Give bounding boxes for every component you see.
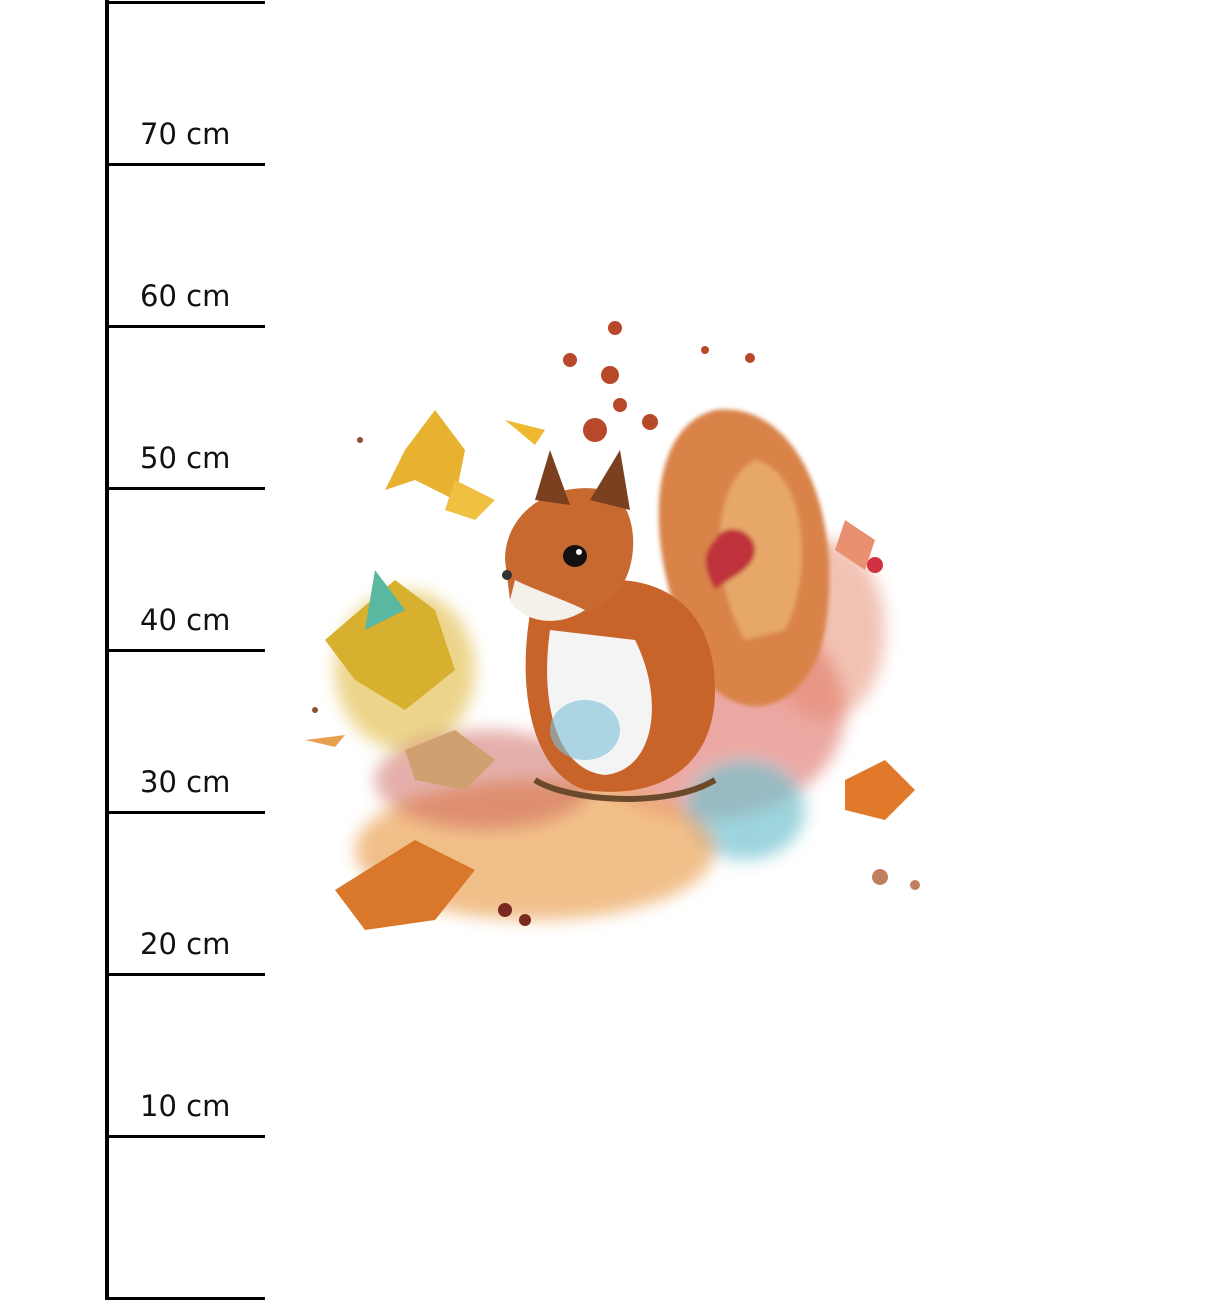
ruler-label: 10 cm (140, 1089, 231, 1123)
ruler-label: 20 cm (140, 927, 231, 961)
ruler-label: 70 cm (140, 117, 231, 151)
ruler-tick (105, 973, 265, 976)
squirrel (502, 450, 717, 802)
ruler-tick (105, 1297, 265, 1300)
ruler-label: 30 cm (140, 765, 231, 799)
measuring-ruler: 70 cm 60 cm 50 cm 40 cm 30 cm 20 cm 10 cm (0, 0, 280, 1300)
leaves (305, 410, 915, 930)
ruler-tick (105, 163, 265, 166)
ruler-tick (105, 1135, 265, 1138)
ruler-label: 50 cm (140, 441, 231, 475)
ruler-tick (105, 487, 265, 490)
ruler-tick (105, 649, 265, 652)
ruler-tick (105, 325, 265, 328)
squirrel-illustration (305, 321, 920, 930)
ruler-tick (105, 811, 265, 814)
ruler-tick (105, 1, 265, 4)
ruler-label: 60 cm (140, 279, 231, 313)
paint-splatters (312, 321, 920, 926)
ruler-label: 40 cm (140, 603, 231, 637)
